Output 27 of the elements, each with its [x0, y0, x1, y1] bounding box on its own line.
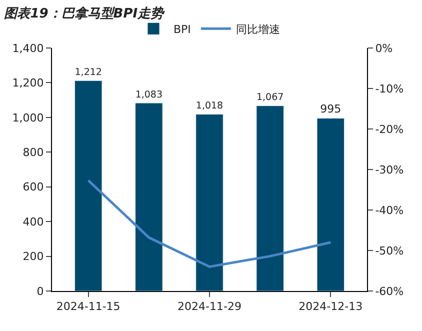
y-tick-label: 600: [22, 180, 44, 194]
y-tick-label: 800: [22, 146, 44, 159]
data-label: 1,018: [196, 100, 224, 112]
y2-tick-label: -30%: [375, 163, 404, 176]
y-tick-label: 200: [22, 250, 44, 264]
y2-tick-label: 0%: [375, 42, 393, 55]
data-label: 1,083: [135, 89, 163, 100]
x-tick-label: 2024-12-13: [298, 300, 363, 314]
y-tick-label: 0: [36, 284, 44, 298]
legend-label: BPI: [174, 22, 191, 36]
y2-tick-label: -10%: [375, 82, 404, 96]
data-label: 995: [320, 102, 342, 116]
y-tick-label: 400: [22, 215, 44, 228]
legend-label: 同比增速: [236, 22, 280, 36]
y2-tick-label: -20%: [375, 122, 404, 136]
y-tick-label: 1,400: [12, 42, 44, 55]
y2-tick-label: -40%: [375, 204, 404, 217]
x-tick-label: 2024-11-29: [178, 300, 242, 314]
y-tick-label: 1,000: [12, 111, 44, 124]
x-tick-label: 2024-11-15: [56, 300, 120, 314]
y-tick-label: 1,200: [12, 76, 44, 90]
chart-title: 图表19：巴拿马型BPI走势: [4, 5, 166, 22]
data-label: 1,067: [256, 92, 284, 104]
y2-tick-label: -50%: [375, 244, 404, 258]
y2-tick-label: -60%: [375, 284, 404, 298]
data-label: 1,212: [74, 67, 102, 78]
line-series: [87, 179, 332, 268]
